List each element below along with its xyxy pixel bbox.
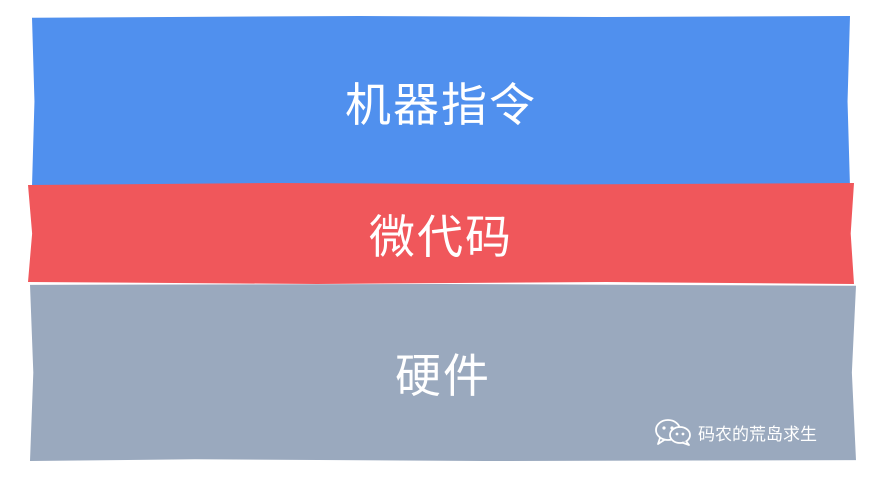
layer-label: 微代码	[369, 209, 513, 264]
wechat-icon	[655, 419, 691, 446]
layer-label: 硬件	[395, 348, 491, 403]
layer-hardware: 硬件	[30, 284, 856, 461]
watermark-text: 码农的荒岛求生	[698, 424, 817, 445]
layer-machine-instructions: 机器指令	[32, 16, 850, 187]
layer-microcode: 微代码	[28, 183, 854, 284]
watermark: 码农的荒岛求生	[654, 418, 817, 446]
layer-label: 机器指令	[345, 77, 537, 132]
